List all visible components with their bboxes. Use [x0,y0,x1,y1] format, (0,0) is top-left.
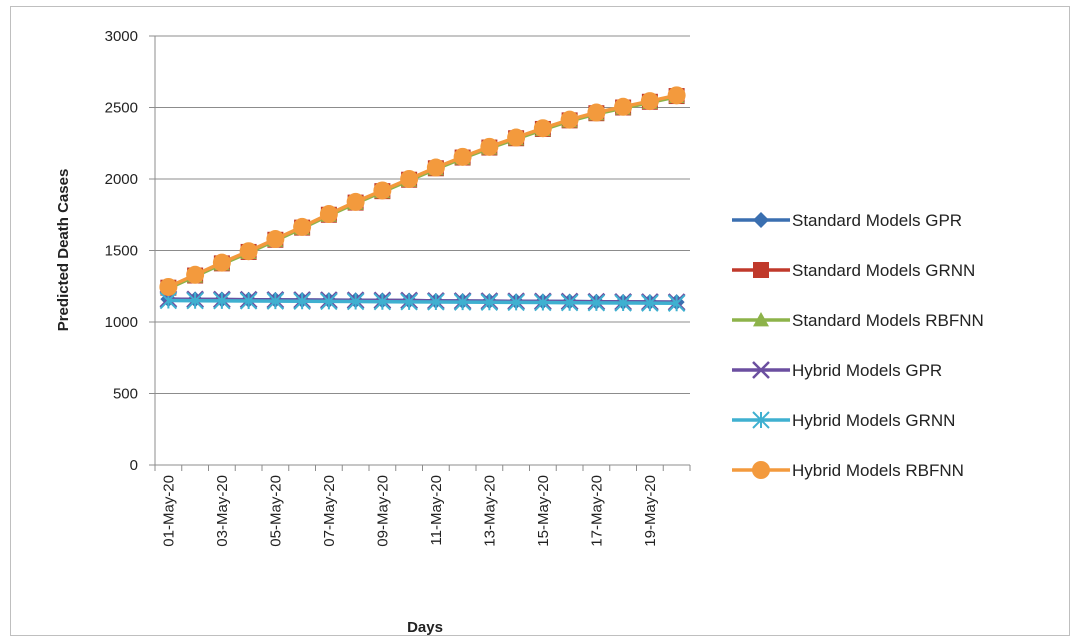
legend-item: Hybrid Models GPR [732,361,942,380]
data-point [480,137,499,156]
data-point [186,265,205,284]
x-tick-label: 05-May-20 [267,475,284,547]
y-tick-label: 0 [130,457,138,474]
legend-item: Hybrid Models RBFNN [732,461,964,480]
data-point [752,411,770,429]
data-point [560,293,579,312]
x-tick-labels: 01-May-20 03-May-20 05-May-20 07-May-20 09-M… [160,475,659,547]
y-tick-label: 1500 [105,243,138,260]
data-point [533,119,552,138]
x-tick-label: 03-May-20 [214,475,231,547]
legend-label: Standard Models RBFNN [792,311,984,330]
x-tick-label: 11-May-20 [428,475,445,546]
legend-label: Hybrid Models RBFNN [792,461,964,480]
chart-frame [10,6,1070,636]
data-point [346,192,365,211]
series-hybrid-models-rbfnn [159,86,686,296]
legend: Standard Models GPR Standard Models GRNN S… [732,211,984,480]
x-tick-label: 07-May-20 [321,475,338,547]
legend-label: Standard Models GRNN [792,261,975,280]
data-point [293,217,312,236]
legend-item: Standard Models RBFNN [732,311,984,330]
x-tick-label: 09-May-20 [374,475,391,547]
series-line [168,298,677,306]
data-point [453,293,472,311]
data-point [400,293,418,311]
data-point [753,262,769,278]
data-point [213,292,231,310]
data-point [752,461,770,479]
data-point [239,292,258,310]
data-point [667,86,686,105]
y-tick-labels: 0 500 1000 1500 2000 2500 3000 [105,28,138,474]
y-tick-label: 2500 [105,100,138,117]
data-point [293,292,311,310]
data-point [373,181,392,200]
axes [149,35,691,471]
data-point [640,92,659,111]
y-axis-title: Predicted Death Cases [55,169,72,332]
data-point [427,293,445,311]
y-tick-label: 3000 [105,28,138,45]
data-point [752,361,770,379]
data-point [587,294,606,312]
data-point [373,292,392,311]
data-point [641,294,659,312]
data-point [667,294,686,312]
legend-label: Hybrid Models GPR [792,361,942,380]
y-tick-label: 500 [113,386,138,403]
x-tick-label: 01-May-20 [160,475,177,547]
data-point [507,293,525,312]
data-point [212,253,231,272]
data-point [426,158,445,177]
data-point [507,128,526,147]
data-point [239,242,258,261]
data-point [587,103,606,122]
data-point [614,97,633,116]
data-point [159,277,178,296]
y-tick-label: 2000 [105,171,138,188]
data-point [319,205,338,224]
legend-item: Hybrid Models GRNN [732,411,955,430]
data-point [266,292,285,310]
data-point [560,110,579,129]
legend-item: Standard Models GRNN [732,261,975,280]
data-point [453,147,472,166]
data-point [186,291,204,310]
data-point [320,292,338,311]
x-tick-label: 15-May-20 [535,475,552,547]
series-standard-models-rbfnn [160,88,685,295]
data-point [346,292,365,311]
x-axis-title: Days [407,619,443,636]
x-tick-label: 17-May-20 [588,475,605,547]
data-point [400,170,419,188]
x-tick-label: 19-May-20 [642,475,659,547]
series-standard-models-grnn [160,88,685,296]
data-point [614,294,632,312]
legend-label: Hybrid Models GRNN [792,411,955,430]
series-hybrid-models-grnn [159,291,686,312]
x-tick-label: 13-May-20 [481,475,498,547]
legend-label: Standard Models GPR [792,211,962,230]
data-point [266,230,285,249]
data-point [534,293,552,312]
gridlines [155,35,690,394]
legend-item: Standard Models GPR [732,211,962,230]
data-point [753,212,769,228]
data-point [480,293,499,311]
series-group [159,86,686,312]
data-point [753,312,769,327]
y-tick-label: 1000 [105,314,138,331]
